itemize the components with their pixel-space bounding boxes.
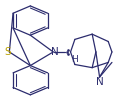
Text: H: H — [72, 55, 78, 64]
Text: N: N — [51, 47, 58, 57]
Text: N: N — [96, 77, 104, 87]
Text: S: S — [4, 47, 11, 57]
